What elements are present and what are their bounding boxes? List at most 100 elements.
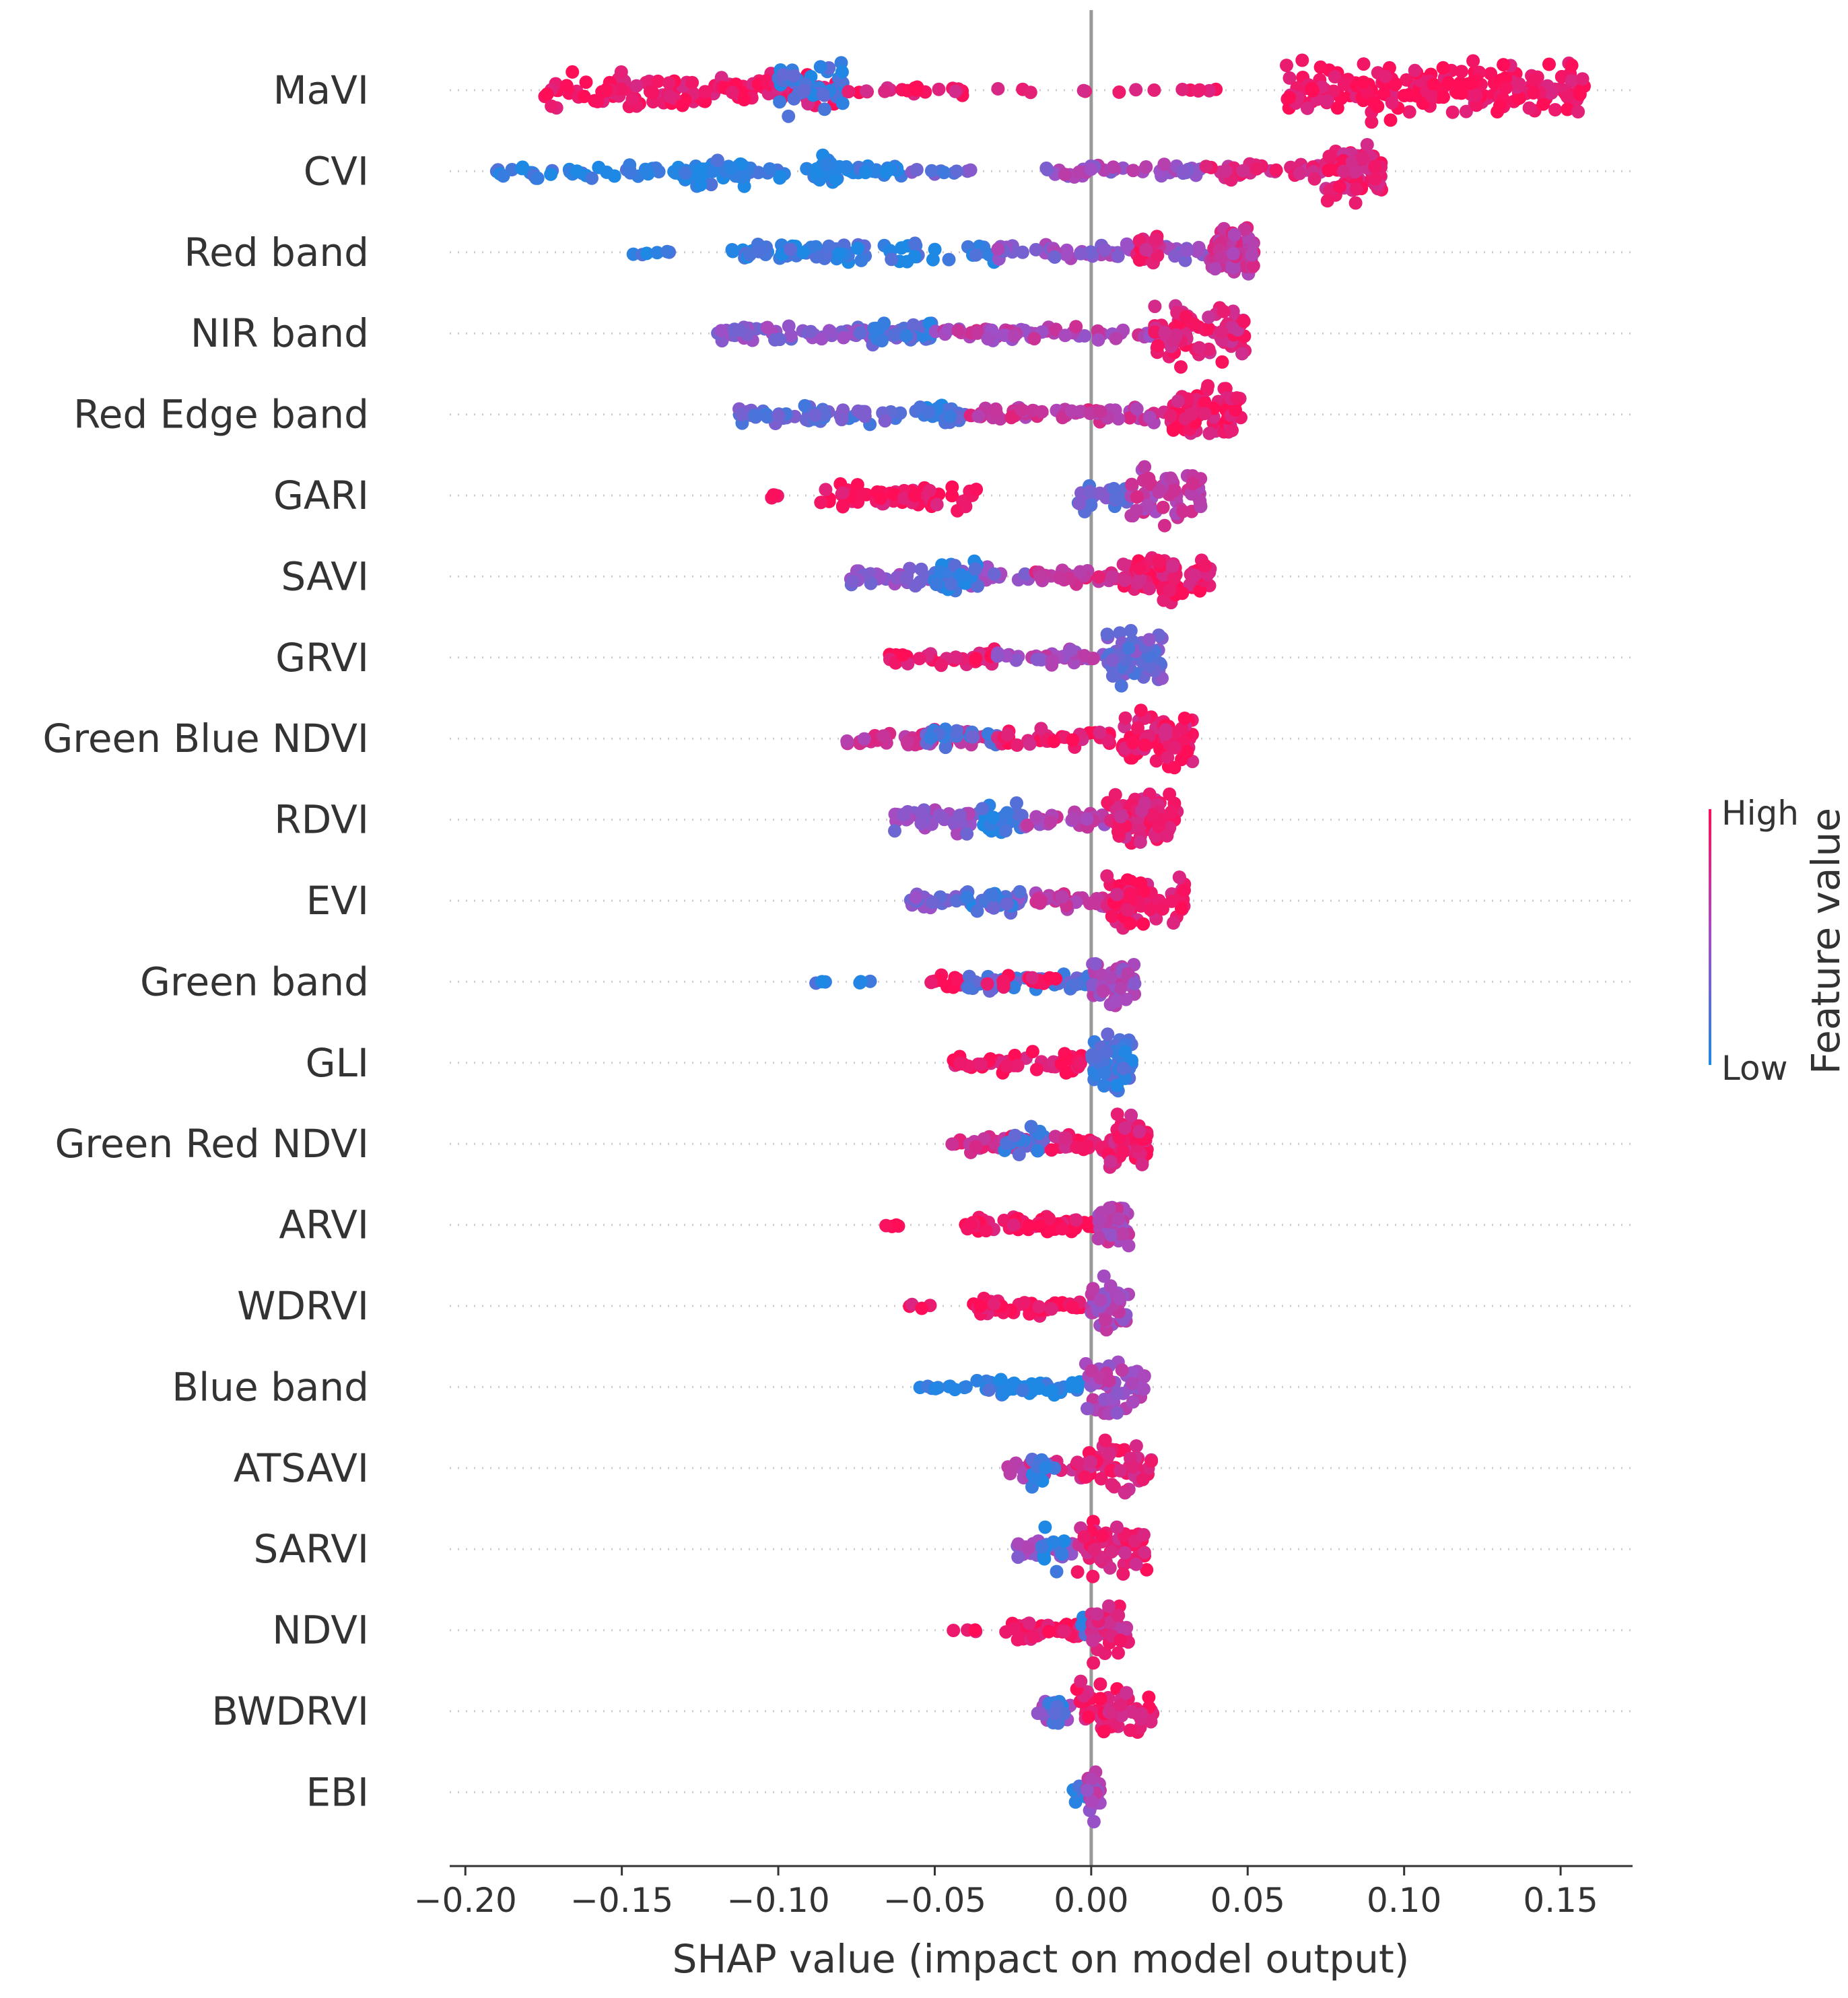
- shap-point: [1522, 101, 1536, 115]
- shap-point: [960, 891, 974, 905]
- shap-point: [1139, 160, 1153, 174]
- shap-point: [747, 408, 761, 422]
- shap-point: [934, 809, 948, 823]
- shap-point: [1573, 88, 1587, 101]
- shap-point: [1136, 917, 1151, 931]
- shap-point: [1109, 994, 1123, 1008]
- shap-point: [969, 248, 983, 262]
- shap-point: [1163, 409, 1177, 423]
- shap-point: [1202, 83, 1217, 98]
- shap-point: [1148, 325, 1162, 339]
- shap-point: [996, 1387, 1010, 1401]
- shap-point: [1132, 253, 1147, 267]
- shap-point: [1455, 65, 1468, 79]
- shap-point: [968, 1623, 982, 1637]
- shap-point: [773, 95, 787, 109]
- shap-point: [1142, 471, 1156, 485]
- shap-point: [1027, 1470, 1041, 1484]
- shap-point: [1011, 1550, 1025, 1564]
- shap-point: [908, 579, 922, 593]
- shap-point: [1512, 77, 1526, 91]
- shap-point: [1015, 245, 1029, 259]
- shap-point: [1083, 485, 1097, 499]
- shap-point: [1160, 829, 1174, 843]
- shap-point: [857, 732, 871, 746]
- shap-point: [1074, 1674, 1088, 1688]
- shap-point: [1548, 103, 1563, 116]
- shap-point: [732, 323, 746, 337]
- shap-point: [685, 75, 699, 90]
- shap-point: [856, 487, 870, 502]
- shap-point: [813, 60, 827, 74]
- shap-point: [1176, 504, 1190, 518]
- x-tick-label: −0.15: [570, 1881, 673, 1920]
- shap-point: [1094, 1472, 1108, 1486]
- shap-point: [981, 332, 995, 346]
- shap-point: [1045, 1384, 1059, 1398]
- shap-point: [1045, 654, 1059, 668]
- shap-point: [1202, 310, 1216, 324]
- shap-point: [1131, 721, 1144, 735]
- shap-point: [1320, 94, 1334, 108]
- shap-point: [1064, 1379, 1078, 1393]
- shap-point: [1089, 1050, 1103, 1064]
- shap-point: [1402, 105, 1416, 119]
- shap-point: [1565, 59, 1579, 73]
- shap-point: [726, 244, 740, 259]
- shap-point: [1143, 902, 1157, 916]
- x-tick-label: 0.00: [1054, 1881, 1128, 1920]
- shap-point: [1015, 403, 1029, 417]
- shap-point: [808, 408, 822, 422]
- shap-point: [1098, 1313, 1112, 1328]
- shap-point: [1336, 164, 1350, 178]
- shap-point: [878, 414, 892, 428]
- shap-point: [934, 658, 948, 673]
- shap-point: [1085, 1772, 1099, 1786]
- shap-point: [1168, 740, 1182, 755]
- shap-point: [1081, 1402, 1094, 1416]
- shap-point: [1385, 96, 1399, 110]
- shap-point: [1147, 83, 1161, 97]
- shap-point: [1575, 72, 1589, 86]
- shap-point: [1093, 1677, 1107, 1691]
- shap-point: [1226, 304, 1240, 318]
- shap-point: [1214, 250, 1228, 265]
- shap-point: [1025, 1045, 1039, 1059]
- shap-point: [928, 1381, 943, 1396]
- shap-point: [1104, 1705, 1118, 1719]
- x-tick-label: 0.10: [1367, 1881, 1441, 1920]
- shap-point: [1227, 228, 1241, 242]
- shap-point: [1225, 423, 1239, 438]
- shap-point: [1157, 593, 1171, 607]
- shap-point: [1058, 168, 1072, 182]
- feature-row-points: [879, 1200, 1136, 1253]
- shap-point: [928, 242, 942, 256]
- shap-point: [515, 162, 529, 176]
- shap-point: [1029, 242, 1043, 256]
- shap-point: [815, 975, 829, 989]
- shap-point: [1466, 54, 1480, 68]
- shap-point: [868, 321, 883, 335]
- shap-point: [714, 324, 728, 338]
- shap-point: [888, 824, 901, 838]
- shap-point: [1110, 887, 1124, 901]
- feature-row-points: [538, 53, 1591, 129]
- shap-point: [823, 324, 837, 339]
- feature-row-points: [888, 787, 1184, 850]
- shap-point: [942, 252, 956, 267]
- shap-point: [782, 319, 796, 333]
- shap-point: [1120, 237, 1134, 251]
- feature-row-points: [1001, 1433, 1159, 1500]
- shap-point: [1096, 984, 1110, 998]
- shap-point: [773, 169, 787, 183]
- shap-point: [971, 579, 985, 593]
- feature-labels: MaVI CVI Red band NIR band Red Edge band GARI…: [42, 67, 369, 1815]
- shap-point: [1561, 90, 1575, 104]
- shap-point: [1098, 1647, 1112, 1660]
- shap-point: [1074, 246, 1088, 261]
- shap-point: [1077, 649, 1091, 662]
- shap-point: [1149, 754, 1163, 768]
- shap-point: [1033, 1219, 1047, 1233]
- shap-point: [899, 571, 914, 584]
- shap-point: [1167, 483, 1182, 497]
